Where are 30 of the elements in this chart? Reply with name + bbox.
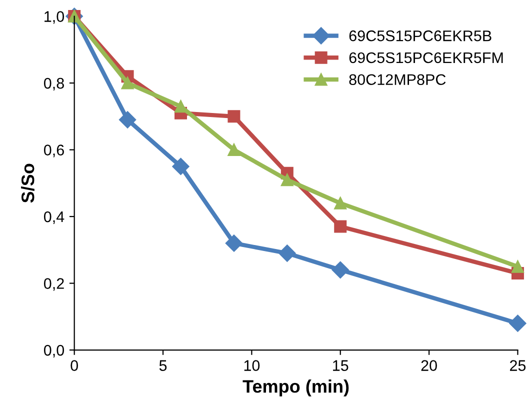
y-axis-title: S/So xyxy=(20,164,34,203)
x-tick-label: 10 xyxy=(244,360,260,371)
point xyxy=(334,220,347,233)
x-tick-label: 0 xyxy=(70,360,78,371)
x-tick-label: 20 xyxy=(421,360,437,371)
y-tick-label: 0,0 xyxy=(44,344,64,358)
x-tick-label: 25 xyxy=(510,360,526,371)
x-tick-label: 5 xyxy=(159,360,167,371)
legend-label: 80C12MP8PC xyxy=(349,74,446,86)
point xyxy=(278,244,296,262)
point xyxy=(228,110,240,123)
point xyxy=(172,158,190,176)
legend-label: 69C5S15PC6EKR5B xyxy=(349,30,492,42)
point xyxy=(334,196,347,210)
y-tick-label: 1,0 xyxy=(44,11,64,24)
point xyxy=(332,261,349,278)
y-tick-label: 0,8 xyxy=(44,78,64,91)
point xyxy=(225,234,243,252)
point xyxy=(121,76,134,90)
x-tick-label: 15 xyxy=(333,360,348,371)
point xyxy=(118,111,136,128)
point xyxy=(511,260,524,273)
y-tick-label: 0,6 xyxy=(44,144,64,158)
x-axis-title: Tempo (min) xyxy=(242,380,349,396)
y-tick-label: 0,4 xyxy=(44,211,64,224)
point xyxy=(509,314,526,332)
y-tick-label: 0,2 xyxy=(44,278,64,291)
point xyxy=(280,174,294,186)
point xyxy=(228,144,240,156)
legend-label: 69C5S15PC6EKR5FM xyxy=(349,52,503,64)
